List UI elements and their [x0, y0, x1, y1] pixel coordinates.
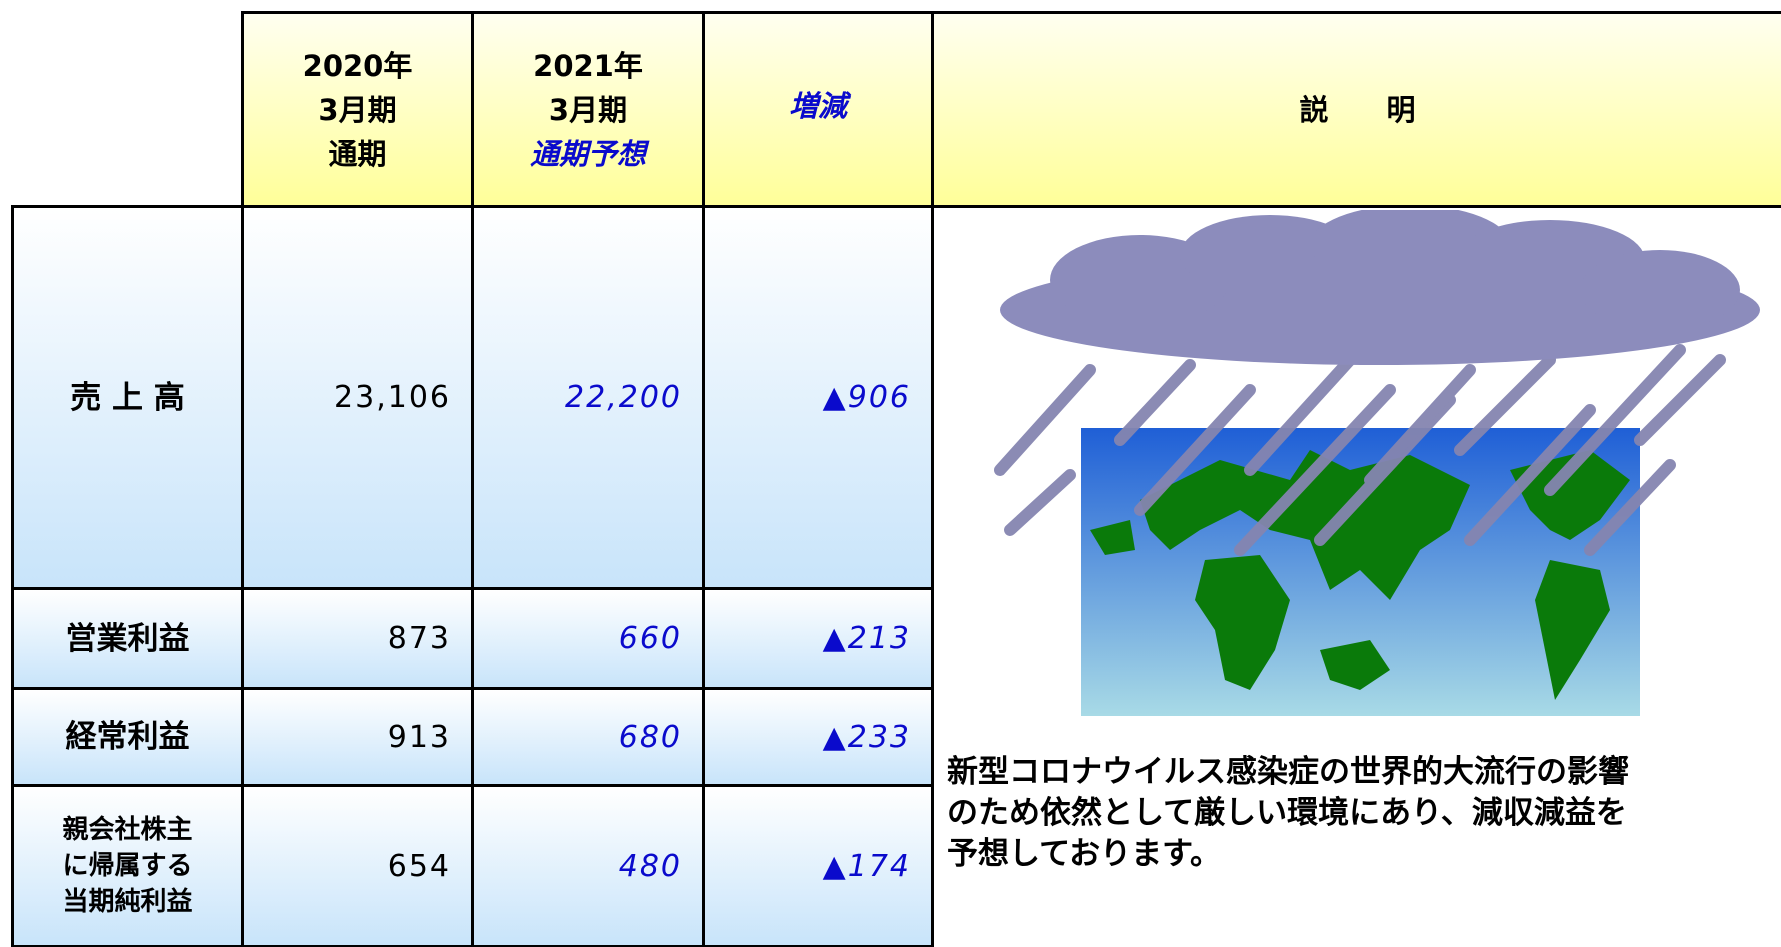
- row-label: 売 上 高: [11, 205, 244, 590]
- description-line: 予想しております。: [947, 836, 1222, 872]
- header-line: 通期: [328, 136, 387, 171]
- change-cell: ▲213: [702, 587, 934, 690]
- cell-text: 680: [618, 719, 682, 755]
- header-cell: 説 明: [931, 11, 1781, 208]
- cell-text: 660: [618, 621, 682, 656]
- change-cell: ▲233: [702, 687, 934, 787]
- header-line: 2021年: [533, 48, 643, 83]
- forecast-cell: 680: [471, 687, 705, 787]
- header-cell: 2020年 3月期 通期: [241, 11, 474, 208]
- row-label: 親会社株主に帰属する当期純利益: [11, 784, 244, 947]
- forecast-cell: 480: [471, 784, 705, 947]
- description-line: 新型コロナウイルス感染症の世界的大流行の影響: [947, 754, 1629, 790]
- description-line: のため依然として厳しい環境にあり、減収減益を: [947, 795, 1627, 831]
- cell-text: ▲233: [822, 719, 911, 755]
- header-line: 通期予想: [529, 136, 646, 171]
- change-cell: ▲906: [702, 205, 934, 590]
- row-label: 経常利益: [11, 687, 244, 787]
- header-line: 説 明: [1299, 92, 1416, 127]
- header-line: 2020年: [302, 48, 413, 83]
- cell-text: 480: [618, 848, 682, 884]
- cell-text: 親会社株主: [62, 815, 193, 845]
- actual-cell: 23,106: [241, 205, 474, 590]
- actual-cell: 873: [241, 587, 474, 690]
- header-line: 3月期: [548, 92, 628, 127]
- forecast-cell: 660: [471, 587, 705, 690]
- change-cell: ▲174: [702, 784, 934, 947]
- description: 新型コロナウイルス感染症の世界的大流行の影響 のため依然として厳しい環境にあり、…: [947, 752, 1629, 875]
- header-cell: 2021年 3月期 通期予想: [471, 11, 705, 208]
- cell-text: 経常利益: [65, 719, 190, 755]
- cell-text: 売 上 高: [70, 379, 185, 416]
- cell-text: ▲174: [822, 848, 911, 884]
- header-line: 3月期: [318, 92, 397, 127]
- cell-text: 873: [387, 621, 451, 656]
- illustration: [994, 210, 1760, 716]
- cell-text: 営業利益: [65, 620, 190, 657]
- header-cell: 増減: [702, 11, 934, 208]
- forecast-cell: 22,200: [471, 205, 705, 590]
- cell-text: 913: [387, 719, 451, 755]
- cell-text: に帰属する: [62, 851, 193, 881]
- cell-text: 当期純利益: [62, 887, 193, 917]
- actual-cell: 913: [241, 687, 474, 787]
- cell-text: ▲213: [822, 621, 911, 656]
- cell-text: ▲906: [822, 380, 911, 415]
- header-line: 増減: [788, 89, 847, 123]
- cell-text: 654: [387, 848, 451, 884]
- cell-text: 22,200: [565, 380, 682, 415]
- actual-cell: 654: [241, 784, 474, 947]
- row-label: 営業利益: [11, 587, 244, 690]
- cell-text: 23,106: [334, 380, 451, 415]
